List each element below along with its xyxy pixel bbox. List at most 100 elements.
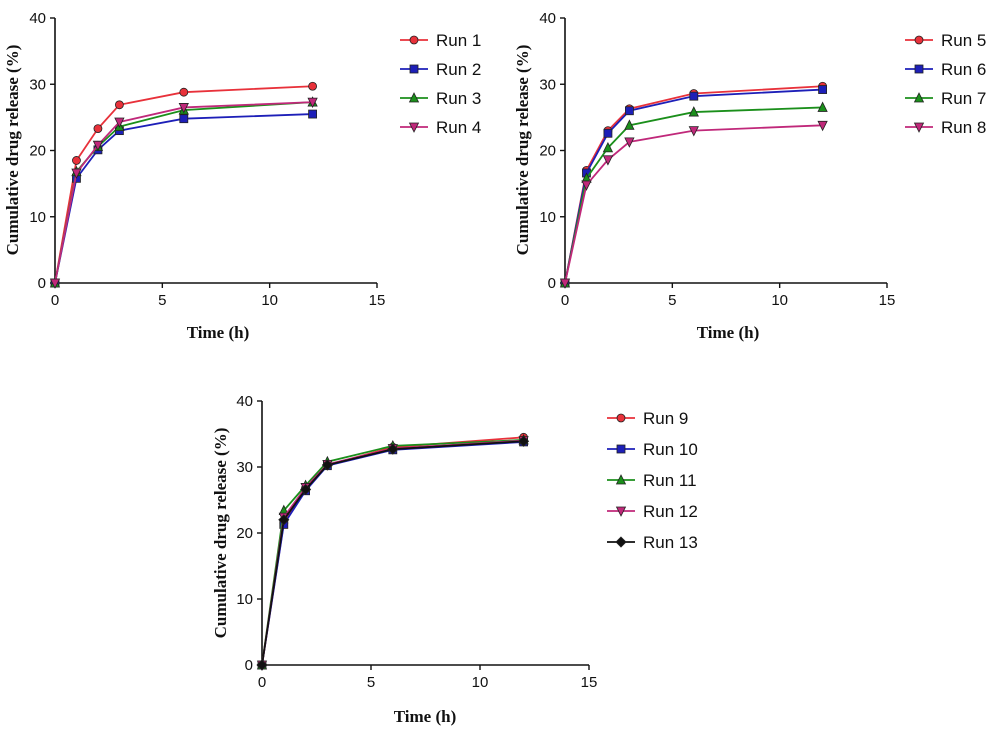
legend-entry: Run 8 <box>905 118 986 137</box>
x-tick-label: 15 <box>369 292 386 309</box>
data-point <box>581 180 592 191</box>
y-tick-label: 30 <box>29 76 46 93</box>
data-point <box>308 81 318 91</box>
legend-marker <box>616 413 626 423</box>
data-point <box>689 91 699 101</box>
x-axis-title: Time (h) <box>697 323 760 342</box>
data-point <box>624 119 635 130</box>
legend-label: Run 5 <box>941 31 986 50</box>
legend-label: Run 12 <box>643 502 698 521</box>
series-run-2 <box>50 109 318 288</box>
x-tick-label: 5 <box>668 292 676 309</box>
legend-entry: Run 12 <box>607 502 698 521</box>
chart-panel-2: 0 5 10 15 0 10 20 30 40 Time (h) Cumulative drug r… <box>513 10 986 342</box>
data-point <box>71 168 82 179</box>
legend-marker <box>914 64 924 74</box>
legend-marker <box>408 122 420 133</box>
data-point <box>559 278 571 289</box>
legend-entry: Run 1 <box>400 31 481 50</box>
data-point <box>115 100 124 110</box>
legend-entry: Run 13 <box>607 533 698 552</box>
series-line <box>261 441 524 666</box>
series-line <box>564 106 823 284</box>
x-tick-label: 10 <box>771 292 788 309</box>
data-point <box>688 106 699 117</box>
legend-label: Run 13 <box>643 533 698 552</box>
series-run-4 <box>49 97 318 289</box>
data-point <box>114 117 125 128</box>
series-run-12 <box>256 436 529 671</box>
legend-marker <box>914 35 924 45</box>
legend-label: Run 3 <box>436 89 481 108</box>
legend-label: Run 9 <box>643 409 688 428</box>
data-point <box>602 155 614 166</box>
series-line <box>261 439 524 666</box>
y-axis-title: Cumulative drug release (%) <box>211 428 230 639</box>
x-axis-title: Time (h) <box>187 323 250 342</box>
data-point <box>818 85 827 94</box>
data-point <box>179 87 189 97</box>
data-point <box>625 106 634 116</box>
y-tick-label: 0 <box>245 657 253 674</box>
legend-marker <box>409 64 419 74</box>
legend-entry: Run 11 <box>607 471 697 490</box>
legend-entry: Run 6 <box>905 60 986 79</box>
legend-entry: Run 4 <box>400 118 481 137</box>
legend-label: Run 1 <box>436 31 481 50</box>
legend-entry: Run 10 <box>607 440 698 459</box>
y-tick-label: 30 <box>539 76 556 93</box>
x-tick-label: 15 <box>879 292 896 309</box>
data-point <box>178 103 189 114</box>
series-run-10 <box>257 437 528 670</box>
data-point <box>817 101 828 112</box>
data-point <box>688 126 699 137</box>
y-tick-label: 40 <box>29 10 46 27</box>
series-run-8 <box>559 120 828 289</box>
legend-label: Run 8 <box>941 118 986 137</box>
series-line <box>261 436 524 666</box>
series-line <box>261 439 524 666</box>
data-point <box>602 141 614 153</box>
data-point <box>256 659 268 671</box>
y-tick-label: 0 <box>38 275 46 292</box>
data-point <box>307 97 318 109</box>
legend-marker <box>616 444 626 454</box>
legend-label: Run 11 <box>643 471 697 490</box>
series-line <box>564 88 823 284</box>
series-run-9 <box>257 432 528 670</box>
series-line <box>54 113 313 284</box>
series-line <box>261 440 524 666</box>
y-axis-title: Cumulative drug release (%) <box>513 45 532 256</box>
legend-label: Run 4 <box>436 118 481 137</box>
legend-marker <box>615 536 627 548</box>
legend-marker <box>409 35 419 45</box>
legend-label: Run 7 <box>941 89 986 108</box>
series-line <box>54 101 313 284</box>
y-tick-label: 40 <box>539 10 556 27</box>
x-tick-label: 0 <box>51 292 59 309</box>
y-axis-title: Cumulative drug release (%) <box>3 45 22 256</box>
y-tick-label: 10 <box>29 209 46 226</box>
legend-marker <box>615 474 627 485</box>
y-tick-label: 10 <box>236 591 253 608</box>
legend-entry: Run 7 <box>905 89 986 108</box>
legend-label: Run 2 <box>436 60 481 79</box>
data-point <box>624 137 635 148</box>
x-tick-label: 15 <box>581 674 598 691</box>
series-line <box>564 124 823 284</box>
y-tick-label: 20 <box>236 525 253 542</box>
legend-entry: Run 5 <box>905 31 986 50</box>
data-point <box>93 124 103 134</box>
y-tick-label: 20 <box>539 143 556 160</box>
data-point <box>300 483 312 496</box>
data-point <box>179 114 189 124</box>
data-point <box>387 443 399 455</box>
legend-label: Run 6 <box>941 60 986 79</box>
data-point <box>321 459 333 471</box>
legend-entry: Run 9 <box>607 409 688 428</box>
data-point <box>49 278 61 289</box>
y-tick-label: 30 <box>236 459 253 476</box>
y-tick-label: 40 <box>236 393 253 410</box>
legend-entry: Run 2 <box>400 60 481 79</box>
